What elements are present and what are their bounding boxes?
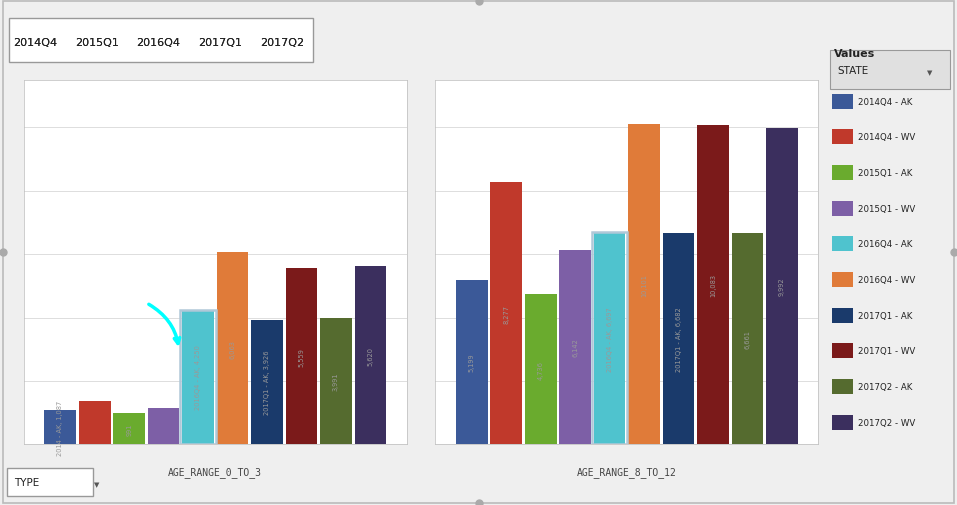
Text: 2016Q4 - AK: 2016Q4 - AK [857, 240, 912, 249]
Text: 10,101: 10,101 [641, 273, 647, 296]
Text: 2014 - AK, 1,087: 2014 - AK, 1,087 [57, 399, 63, 455]
Text: 2016Q4 - WV: 2016Q4 - WV [857, 276, 915, 284]
Bar [559, 250, 591, 444]
Bar [832, 130, 853, 145]
Text: Values: Values [835, 48, 876, 59]
Bar [285, 269, 318, 444]
Bar [524, 294, 557, 444]
Text: ▼: ▼ [927, 70, 933, 76]
Bar [697, 126, 729, 444]
Text: 2017Q2: 2017Q2 [260, 38, 304, 48]
FancyBboxPatch shape [9, 19, 314, 63]
Text: 2014Q4: 2014Q4 [13, 38, 57, 48]
Bar [593, 233, 626, 444]
Bar [766, 128, 798, 444]
FancyBboxPatch shape [831, 51, 949, 90]
Bar [147, 408, 180, 444]
Bar [113, 413, 145, 444]
Text: 2016Q4 - AK, 6,697: 2016Q4 - AK, 6,697 [607, 306, 612, 371]
Text: 2014Q4 - AK: 2014Q4 - AK [857, 97, 912, 107]
Text: 2014Q4: 2014Q4 [13, 38, 57, 48]
Bar [832, 201, 853, 216]
Text: 6,142: 6,142 [572, 338, 578, 357]
Text: 2016Q4: 2016Q4 [137, 38, 181, 48]
Text: 2016Q4 - AK, 4,250: 2016Q4 - AK, 4,250 [195, 345, 201, 410]
Text: 6,063: 6,063 [230, 339, 235, 358]
Text: 3,991: 3,991 [333, 372, 339, 390]
Text: 2015Q1: 2015Q1 [75, 38, 119, 48]
Bar [251, 320, 283, 444]
Bar [78, 401, 111, 444]
Bar [320, 318, 352, 444]
Text: 5,199: 5,199 [469, 353, 475, 372]
Text: 2015Q1: 2015Q1 [75, 38, 119, 48]
Text: 2017Q1 - WV: 2017Q1 - WV [857, 347, 915, 356]
Text: 5,559: 5,559 [299, 347, 304, 366]
Text: 9,992: 9,992 [779, 277, 785, 296]
Text: 2017Q2: 2017Q2 [260, 38, 304, 48]
Text: 2017Q2 - WV: 2017Q2 - WV [857, 418, 915, 427]
Bar [44, 410, 77, 444]
Bar [832, 273, 853, 287]
Bar [731, 234, 764, 444]
Text: 2017Q1: 2017Q1 [198, 38, 242, 48]
Bar [832, 379, 853, 394]
Text: 2017Q1 - AK: 2017Q1 - AK [857, 311, 912, 320]
Bar [182, 310, 214, 444]
Bar [832, 415, 853, 430]
Bar [490, 183, 523, 444]
Text: 6,661: 6,661 [745, 330, 750, 348]
FancyBboxPatch shape [7, 468, 93, 496]
Text: AGE_RANGE_0_TO_3: AGE_RANGE_0_TO_3 [168, 466, 262, 477]
Bar [456, 280, 488, 444]
Bar [662, 233, 695, 444]
Text: TYPE: TYPE [14, 477, 39, 487]
Text: AGE_RANGE_8_TO_12: AGE_RANGE_8_TO_12 [577, 466, 677, 477]
Text: 2017Q2 - AK: 2017Q2 - AK [857, 382, 912, 391]
Bar [354, 267, 387, 444]
Text: ▼: ▼ [95, 481, 100, 487]
Text: 2017Q1 - AK, 3,926: 2017Q1 - AK, 3,926 [264, 350, 270, 415]
Text: 5,620: 5,620 [367, 346, 373, 365]
Text: 2017Q1 - AK, 6,682: 2017Q1 - AK, 6,682 [676, 307, 681, 371]
Bar [832, 166, 853, 181]
Text: 2015Q1 - AK: 2015Q1 - AK [857, 169, 912, 178]
Bar [216, 252, 249, 444]
Text: STATE: STATE [837, 66, 869, 76]
Text: 10,083: 10,083 [710, 274, 716, 296]
Bar [832, 344, 853, 359]
Text: 8,277: 8,277 [503, 304, 509, 323]
Text: 2017Q1: 2017Q1 [198, 38, 242, 48]
Bar [832, 94, 853, 110]
Text: 991: 991 [126, 423, 132, 435]
Text: 2014Q4 - WV: 2014Q4 - WV [857, 133, 915, 142]
Text: 4,736: 4,736 [538, 360, 544, 379]
Bar [628, 125, 660, 444]
Text: 2016Q4: 2016Q4 [137, 38, 181, 48]
Bar [832, 308, 853, 323]
Bar [832, 237, 853, 252]
Text: 2015Q1 - WV: 2015Q1 - WV [857, 205, 915, 213]
